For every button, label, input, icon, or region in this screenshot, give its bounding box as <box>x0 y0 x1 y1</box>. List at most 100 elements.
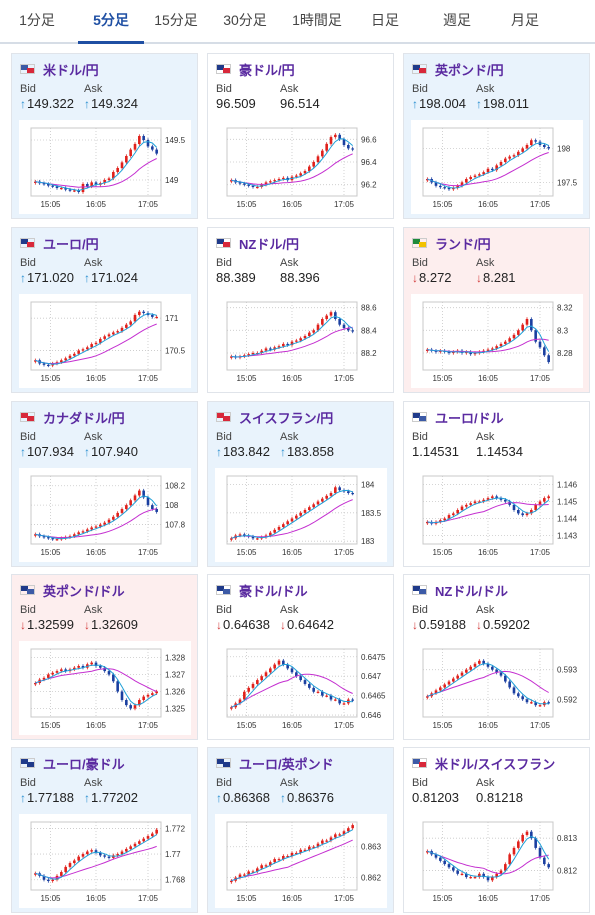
candle-body <box>103 522 106 525</box>
ask-value: ↑171.024 <box>84 270 138 285</box>
ma-fast-line <box>35 834 157 880</box>
ma-fast-line <box>427 836 550 878</box>
pair-link[interactable]: NZドル/ドル <box>435 583 508 599</box>
currency-flag-icon <box>412 412 427 422</box>
candle-body <box>486 877 490 881</box>
candle-body <box>473 175 477 177</box>
candle-body <box>238 182 242 184</box>
candle-body <box>534 702 537 706</box>
card-header: 米ドル/円 <box>20 61 99 78</box>
ask-label: Ask <box>280 604 299 616</box>
candle-body <box>251 536 255 539</box>
ma-slow-line <box>427 850 549 875</box>
pair-link[interactable]: 豪ドル/ドル <box>239 583 308 599</box>
candle-body <box>94 850 98 853</box>
y-tick-label: 96.4 <box>361 158 377 167</box>
candle-body <box>299 338 302 341</box>
candle-body <box>530 140 533 145</box>
candle-body <box>247 184 250 186</box>
pair-link[interactable]: 米ドル/円 <box>43 62 99 78</box>
ma-fast-line <box>35 495 158 540</box>
bid-value: ↑107.934 <box>20 444 74 459</box>
candle-body <box>443 518 446 521</box>
arrow-up-icon: ↑ <box>412 97 418 111</box>
pair-link[interactable]: 米ドル/スイスフラン <box>435 756 556 772</box>
candle-body <box>286 664 289 669</box>
bid-value: ↓0.59188 <box>412 617 466 632</box>
pair-link[interactable]: ユーロ/豪ドル <box>43 756 125 772</box>
candle-body <box>491 666 494 670</box>
candle-body <box>99 524 102 527</box>
pair-link[interactable]: ユーロ/ドル <box>435 410 504 426</box>
ask-value: 96.514 <box>280 96 320 111</box>
candle-body <box>42 536 46 538</box>
candle-body <box>251 185 255 187</box>
candle-body <box>120 327 124 332</box>
bid-value: ↓0.64638 <box>216 617 270 632</box>
rate-card: ユーロ/英ポンド Bid Ask ↑0.86368 ↑0.86376 0.863 0.862… <box>207 747 394 913</box>
candle-body <box>290 341 294 346</box>
candle-body <box>146 694 150 697</box>
ask-label: Ask <box>280 777 299 789</box>
pair-link[interactable]: カナダドル/円 <box>43 410 125 426</box>
candle-body <box>443 187 446 189</box>
candle-body <box>86 347 89 350</box>
y-tick-label: 198 <box>557 144 571 153</box>
chart-svg: 184 183.5 183 15:05 16:05 17:05 <box>226 475 382 557</box>
ma-fast-line <box>231 315 353 358</box>
y-tick-label: 1.144 <box>557 515 578 524</box>
chart-svg: 0.813 0.812 15:05 16:05 17:05 <box>422 821 578 903</box>
candle-body <box>129 846 132 849</box>
candle-body <box>125 505 128 510</box>
candle-body <box>243 534 246 536</box>
pair-link[interactable]: 豪ドル/円 <box>239 62 295 78</box>
tab-15min[interactable]: 15分足 <box>154 12 198 28</box>
candle-body <box>68 189 72 191</box>
candlestick-chart: 1.146 1.145 1.144 1.143 15:05 16:05 17:05 <box>411 468 583 562</box>
candle-body <box>478 873 481 878</box>
candle-body <box>325 495 328 499</box>
tab-5min[interactable]: 5分足 <box>78 0 144 44</box>
candle-body <box>99 666 102 668</box>
pair-link[interactable]: ユーロ/英ポンド <box>239 756 334 772</box>
pair-link[interactable]: 英ポンド/円 <box>435 62 504 78</box>
arrow-up-icon: ↑ <box>20 97 26 111</box>
x-tick-label: 15:05 <box>40 200 61 209</box>
candle-body <box>495 165 498 171</box>
candle-body <box>60 188 63 190</box>
candle-body <box>133 495 137 501</box>
x-tick-label: 17:05 <box>530 894 551 903</box>
x-tick-label: 15:05 <box>236 721 257 730</box>
candle-body <box>534 838 537 848</box>
candle-body <box>282 660 285 665</box>
pair-link[interactable]: スイスフラン/円 <box>239 410 334 426</box>
tab-daily[interactable]: 日足 <box>371 12 399 28</box>
pair-link[interactable]: ランド/円 <box>435 236 491 252</box>
currency-flag-icon <box>20 412 35 422</box>
candle-body <box>478 174 481 176</box>
rate-card: NZドル/円 Bid Ask 88.389 88.396 88.6 88.4 88.2 15:0… <box>207 227 394 393</box>
tab-30min[interactable]: 30分足 <box>223 12 267 28</box>
candle-body <box>34 360 37 362</box>
pair-link[interactable]: ユーロ/円 <box>43 236 99 252</box>
pair-link[interactable]: 英ポンド/ドル <box>43 583 125 599</box>
x-tick-label: 16:05 <box>86 721 107 730</box>
arrow-up-icon: ↑ <box>20 791 26 805</box>
candle-body <box>42 183 46 185</box>
pair-link[interactable]: NZドル/円 <box>239 236 299 252</box>
tab-monthly[interactable]: 月足 <box>511 12 539 28</box>
candle-body <box>230 356 233 358</box>
candle-body <box>456 675 459 679</box>
candle-body <box>347 828 350 832</box>
tab-1min[interactable]: 1分足 <box>19 12 55 28</box>
candle-body <box>434 182 438 186</box>
tab-1hour[interactable]: 1時間足 <box>292 12 342 28</box>
x-tick-label: 16:05 <box>282 548 303 557</box>
candle-body <box>508 156 511 159</box>
x-tick-label: 16:05 <box>478 374 499 383</box>
ma-slow-line <box>35 845 157 879</box>
candle-body <box>34 534 37 536</box>
tab-weekly[interactable]: 週足 <box>443 12 471 28</box>
candle-body <box>129 500 132 506</box>
candle-body <box>486 663 490 667</box>
